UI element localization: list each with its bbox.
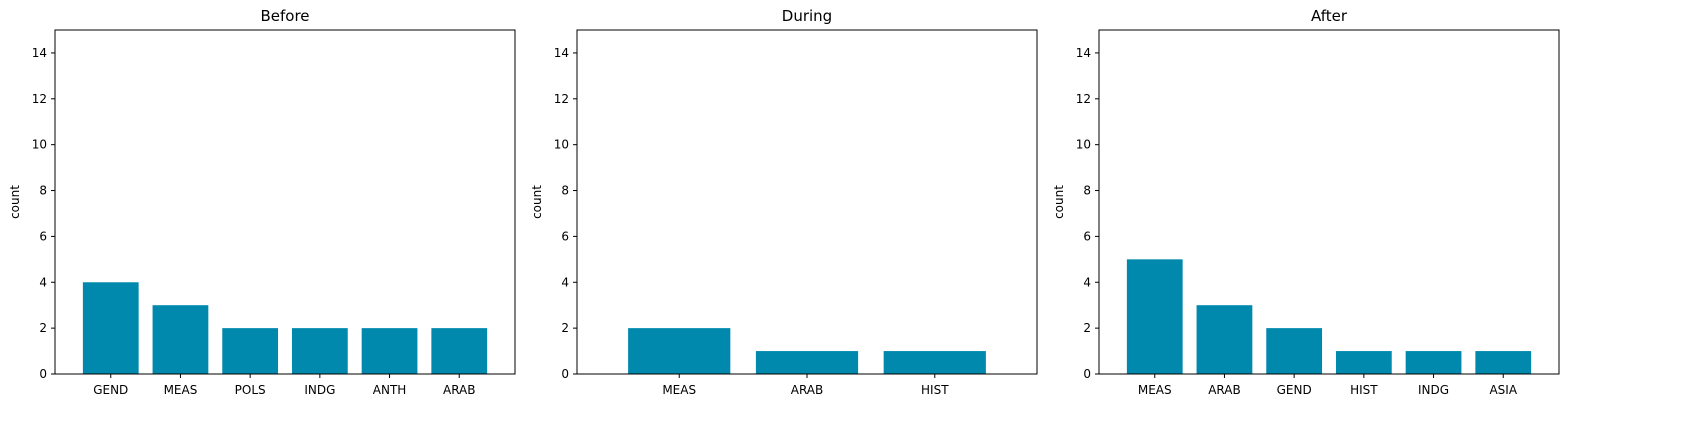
bar-gend [1266,328,1323,374]
x-tick-label: MEAS [1138,383,1172,397]
axes-frame [1098,29,1560,375]
y-tick-label: 4 [561,275,569,289]
y-tick-label: 10 [554,138,569,152]
x-tick-label: GEND [93,383,128,397]
x-tick-label: MEAS [164,383,198,397]
y-tick-label: 10 [1076,138,1091,152]
y-tick-label: 0 [39,367,47,381]
axes-frame [576,29,1038,375]
y-tick-label: 2 [39,321,47,335]
x-tick-label: HIST [1350,383,1378,397]
bar-arab [755,351,859,374]
y-axis-label: count [8,185,22,219]
x-tick-label: HIST [921,383,949,397]
bar-meas [628,328,731,374]
y-tick-label: 14 [32,46,47,60]
panel-after: 0 2 4 6 8 10 12 14 MEAS ARAB GEND HIST INDG ASIA After… [1052,7,1560,397]
y-tick-label: 6 [1083,229,1091,243]
y-tick-label: 4 [39,275,47,289]
panel-during: 0 2 4 6 8 10 12 14 MEAS ARAB HIST During count [530,7,1038,397]
bar-meas [152,305,209,374]
y-tick-label: 14 [1076,46,1091,60]
x-tick-label: POLS [235,383,266,397]
chart-title: After [1311,7,1348,25]
chart-title: Before [260,7,309,25]
y-tick-label: 8 [561,184,569,198]
y-tick-label: 14 [554,46,569,60]
x-tick-label: MEAS [662,383,696,397]
bar-pols [222,328,279,374]
bar-indg [291,328,348,374]
bar-anth [361,328,418,374]
x-tick-label: ARAB [791,383,824,397]
y-tick-label: 12 [32,92,47,106]
y-tick-label: 10 [32,138,47,152]
y-axis-label: count [1052,185,1066,219]
bar-indg [1405,351,1462,374]
y-tick-label: 6 [39,229,47,243]
x-tick-label: INDG [1418,383,1449,397]
y-tick-label: 6 [561,229,569,243]
bar-arab [1196,305,1253,374]
bar-hist [1335,351,1392,374]
y-tick-label: 8 [1083,184,1091,198]
bar-asia [1475,351,1532,374]
bar-arab [431,328,488,374]
panel-before: 0 2 4 6 8 10 12 14 GEND MEAS POLS INDG ANTH ARAB Befor… [8,7,516,397]
y-tick-label: 12 [554,92,569,106]
y-tick-label: 2 [561,321,569,335]
y-tick-label: 0 [1083,367,1091,381]
bar-hist [883,351,986,374]
chart-title: During [782,7,832,25]
x-tick-label: GEND [1277,383,1312,397]
y-tick-label: 8 [39,184,47,198]
x-tick-label: ANTH [373,383,407,397]
y-tick-label: 0 [561,367,569,381]
bar-meas [1126,259,1183,374]
x-tick-label: ASIA [1489,383,1517,397]
axes-frame [54,29,516,375]
x-tick-label: INDG [304,383,335,397]
x-tick-label: ARAB [443,383,476,397]
y-tick-label: 12 [1076,92,1091,106]
x-tick-label: ARAB [1208,383,1241,397]
bar-gend [82,282,139,374]
y-tick-label: 2 [1083,321,1091,335]
y-tick-label: 4 [1083,275,1091,289]
y-axis-label: count [530,185,544,219]
